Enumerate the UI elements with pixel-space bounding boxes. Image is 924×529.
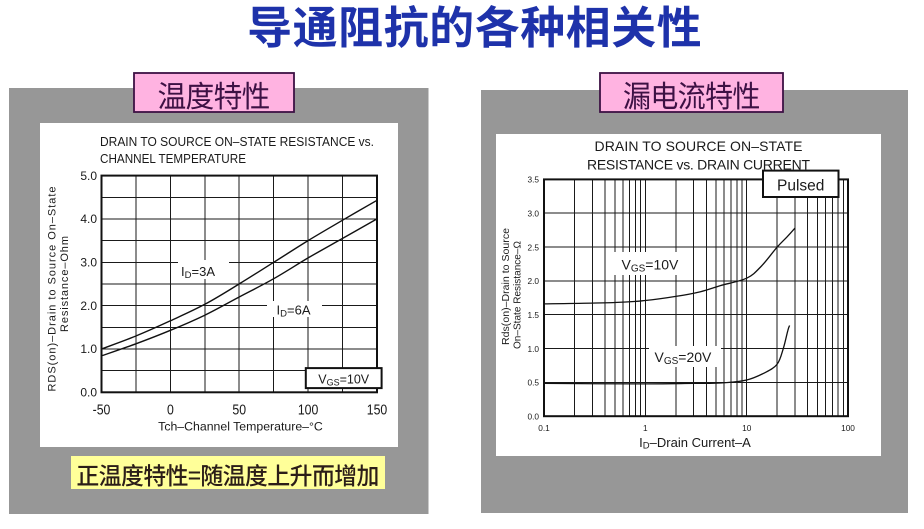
- svg-text:ID–Drain Current–A: ID–Drain Current–A: [639, 435, 751, 452]
- svg-text:5.0: 5.0: [80, 169, 97, 183]
- svg-text:Tch–Channel Temperature–°C: Tch–Channel Temperature–°C: [158, 420, 323, 434]
- svg-text:Resistance–Ohm: Resistance–Ohm: [59, 236, 71, 332]
- svg-text:150: 150: [367, 401, 388, 417]
- svg-text:Rds(on)–Drain to Source: Rds(on)–Drain to Source: [501, 228, 512, 345]
- svg-text:4.0: 4.0: [80, 212, 97, 226]
- svg-text:CHANNEL TEMPERATURE: CHANNEL TEMPERATURE: [100, 151, 246, 166]
- svg-text:100: 100: [298, 401, 319, 417]
- svg-text:3.0: 3.0: [527, 209, 539, 219]
- svg-text:0: 0: [167, 401, 174, 417]
- svg-text:1.0: 1.0: [527, 344, 539, 354]
- svg-text:3.5: 3.5: [527, 175, 539, 185]
- svg-text:0.0: 0.0: [80, 386, 97, 400]
- svg-text:VGS=10V: VGS=10V: [318, 373, 370, 388]
- svg-text:1.5: 1.5: [527, 310, 539, 320]
- svg-text:2.0: 2.0: [527, 276, 539, 286]
- svg-text:100: 100: [841, 423, 855, 433]
- svg-text:3.0: 3.0: [80, 256, 97, 270]
- svg-text:ID=6A: ID=6A: [277, 303, 311, 320]
- svg-text:VGS=10V: VGS=10V: [622, 257, 680, 275]
- svg-text:On–State Resistance–Ω: On–State Resistance–Ω: [513, 240, 524, 349]
- svg-text:1.0: 1.0: [80, 342, 97, 356]
- svg-text:2.5: 2.5: [527, 242, 539, 252]
- svg-text:VGS=20V: VGS=20V: [655, 349, 713, 367]
- svg-text:2.0: 2.0: [80, 299, 97, 313]
- svg-text:RDS(on)–Drain to Source On–Sta: RDS(on)–Drain to Source On–State: [47, 187, 59, 392]
- svg-text:RESISTANCE vs. DRAIN CURRENT: RESISTANCE vs. DRAIN CURRENT: [587, 157, 810, 173]
- svg-text:DRAIN TO SOURCE ON–STATE RESIS: DRAIN TO SOURCE ON–STATE RESISTANCE vs.: [100, 134, 374, 149]
- svg-text:0.0: 0.0: [527, 412, 539, 422]
- svg-text:50: 50: [232, 401, 246, 417]
- svg-text:-50: -50: [93, 401, 111, 417]
- svg-text:Pulsed: Pulsed: [777, 178, 824, 195]
- svg-text:10: 10: [742, 423, 752, 433]
- svg-text:0.5: 0.5: [527, 378, 539, 388]
- svg-text:DRAIN TO SOURCE ON–STATE: DRAIN TO SOURCE ON–STATE: [595, 138, 803, 154]
- svg-text:1: 1: [643, 423, 648, 433]
- svg-text:0.1: 0.1: [538, 423, 550, 433]
